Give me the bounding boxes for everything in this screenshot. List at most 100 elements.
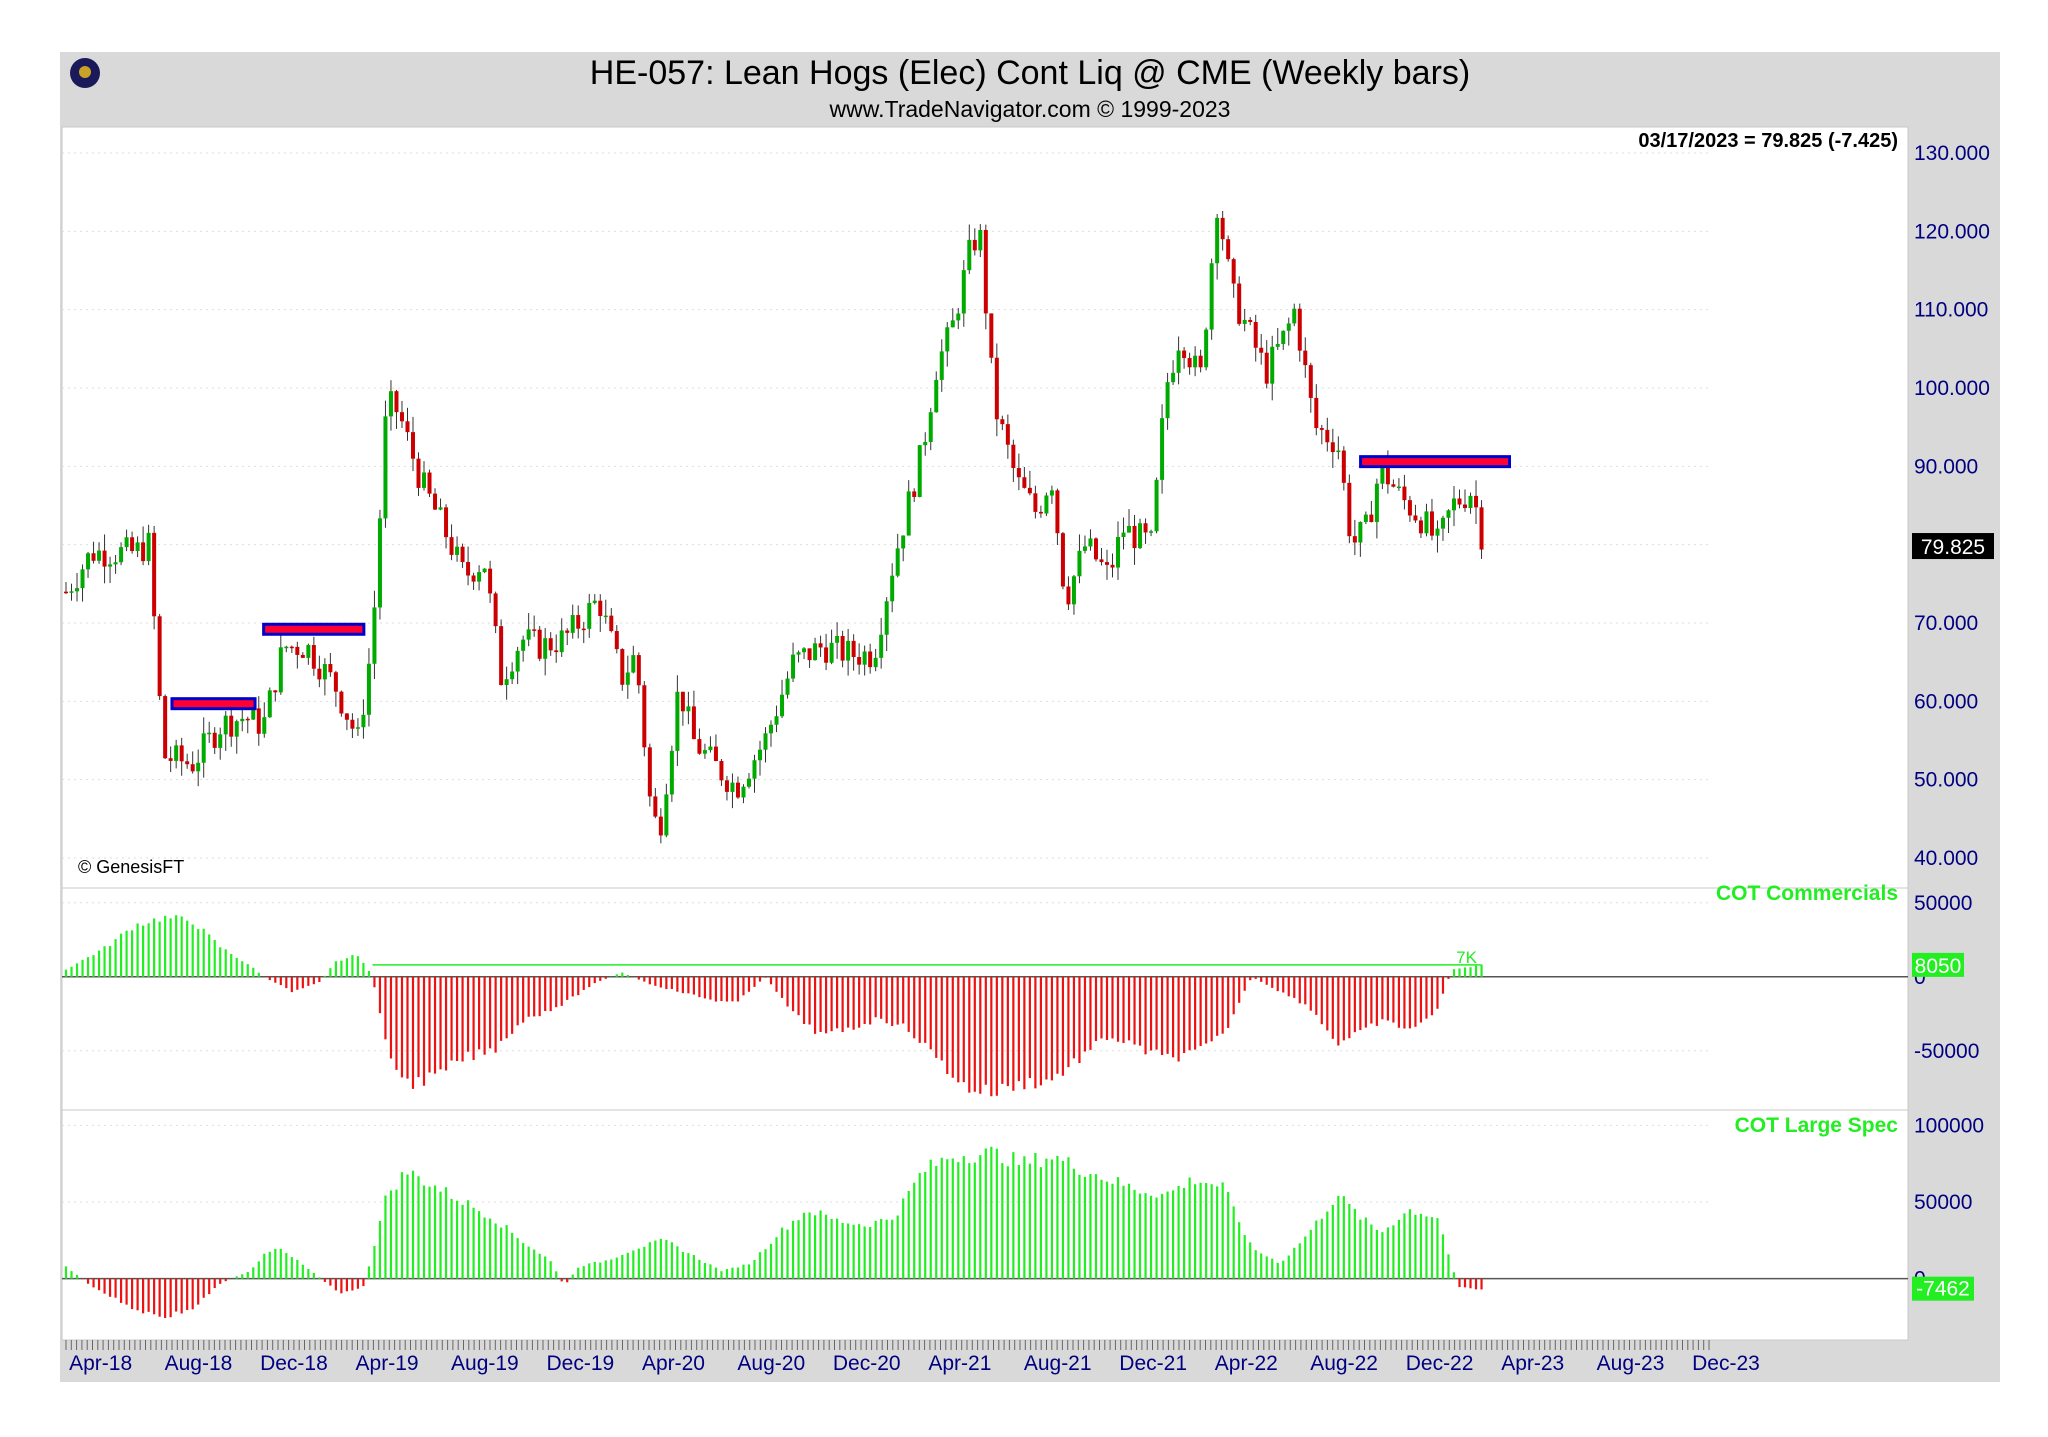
price-candle xyxy=(69,591,74,593)
price-candle xyxy=(218,734,223,748)
price-candle xyxy=(300,654,305,658)
price-candle xyxy=(388,391,393,417)
price-candle xyxy=(460,546,465,563)
price-candle xyxy=(229,715,234,737)
price-candle xyxy=(278,647,283,693)
price-candle xyxy=(774,716,779,725)
price-candle xyxy=(978,229,983,251)
price-candle xyxy=(1231,259,1236,284)
price-candle xyxy=(1347,482,1352,537)
price-candle xyxy=(559,630,564,653)
price-candle xyxy=(383,416,388,519)
price-candle xyxy=(1110,564,1115,568)
price-candle xyxy=(245,718,250,721)
price-candle xyxy=(961,270,966,314)
price-candle xyxy=(201,733,206,763)
price-candle xyxy=(130,537,135,552)
price-candle xyxy=(322,664,327,680)
price-candle xyxy=(587,602,592,629)
price-candle xyxy=(422,472,427,488)
price-y-tick: 40.000 xyxy=(1914,847,1978,870)
price-candle xyxy=(477,572,482,582)
price-candle xyxy=(344,713,349,720)
price-candle xyxy=(526,629,531,640)
price-candle xyxy=(1143,523,1148,533)
price-candle xyxy=(1165,382,1170,419)
price-candle xyxy=(1071,576,1076,605)
price-candle xyxy=(339,691,344,714)
price-candle xyxy=(829,642,834,663)
price-candle xyxy=(675,691,680,751)
price-candle xyxy=(273,690,278,693)
price-candle xyxy=(108,564,113,567)
large-spec-last-badge xyxy=(1912,1276,1974,1301)
x-tick-label: Apr-21 xyxy=(928,1352,991,1375)
panel-title-commercials: COT Commercials xyxy=(1716,882,1898,905)
price-candle xyxy=(196,762,201,772)
commercials-y-tick: 0 xyxy=(1914,966,1926,989)
price-candle xyxy=(939,351,944,380)
price-candle xyxy=(950,320,955,328)
price-candle xyxy=(923,441,928,446)
x-tick-label: Dec-21 xyxy=(1119,1352,1187,1375)
price-candle xyxy=(207,732,212,735)
price-candle xyxy=(994,357,999,420)
price-candle xyxy=(416,458,421,488)
price-candle xyxy=(1242,319,1247,324)
price-candle xyxy=(1116,537,1121,568)
price-candle xyxy=(80,569,85,589)
price-candle xyxy=(333,672,338,692)
price-candle xyxy=(697,739,702,754)
price-candle xyxy=(328,664,333,673)
price-candle xyxy=(1220,217,1225,240)
price-candle xyxy=(284,646,289,649)
price-candle xyxy=(895,548,900,576)
price-candle xyxy=(1088,538,1093,547)
price-candle xyxy=(868,651,873,668)
price-candle xyxy=(631,655,636,673)
price-candle xyxy=(565,630,570,633)
price-candle xyxy=(1027,487,1032,494)
price-candle xyxy=(1336,450,1341,453)
price-level-box xyxy=(170,697,257,711)
x-tick-label: Apr-18 xyxy=(69,1352,132,1375)
price-candle xyxy=(234,721,239,737)
price-candle xyxy=(438,507,443,510)
price-candle xyxy=(1082,546,1087,551)
price-candle xyxy=(719,761,724,781)
price-candle xyxy=(780,694,785,717)
price-candle xyxy=(372,607,377,664)
price-candle xyxy=(1308,365,1313,398)
price-candle xyxy=(427,472,432,494)
price-candle xyxy=(1259,347,1264,353)
price-candle xyxy=(879,634,884,658)
commercials-last-value: 8050 xyxy=(1915,955,1962,978)
price-candle xyxy=(818,643,823,648)
price-candle xyxy=(289,646,294,649)
x-tick-label: Aug-20 xyxy=(737,1352,805,1375)
price-candle xyxy=(802,648,807,653)
price-candle xyxy=(1380,461,1385,484)
price-candle xyxy=(658,816,663,836)
price-candle xyxy=(724,780,729,792)
last-price-label: 79.825 xyxy=(1921,536,1985,559)
price-candle xyxy=(813,643,818,661)
price-y-tick: 60.000 xyxy=(1914,690,1978,713)
price-candle xyxy=(399,412,404,422)
price-candle xyxy=(884,601,889,635)
price-candle xyxy=(1341,450,1346,483)
price-candle xyxy=(1303,350,1308,366)
price-candle xyxy=(642,685,647,748)
price-candle xyxy=(1275,343,1280,347)
last-price-badge xyxy=(1912,533,1994,560)
last-quote: 03/17/2023 = 79.825 (-7.425) xyxy=(1638,130,1898,152)
price-y-tick: 130.000 xyxy=(1914,142,1990,165)
price-candle xyxy=(410,432,415,459)
price-candle xyxy=(1391,484,1396,487)
price-candle xyxy=(1121,532,1126,538)
price-candle xyxy=(592,600,597,603)
price-candle xyxy=(1270,346,1275,384)
x-tick-label: Aug-21 xyxy=(1024,1352,1092,1375)
price-candle xyxy=(124,537,129,548)
price-candle xyxy=(1429,511,1434,536)
